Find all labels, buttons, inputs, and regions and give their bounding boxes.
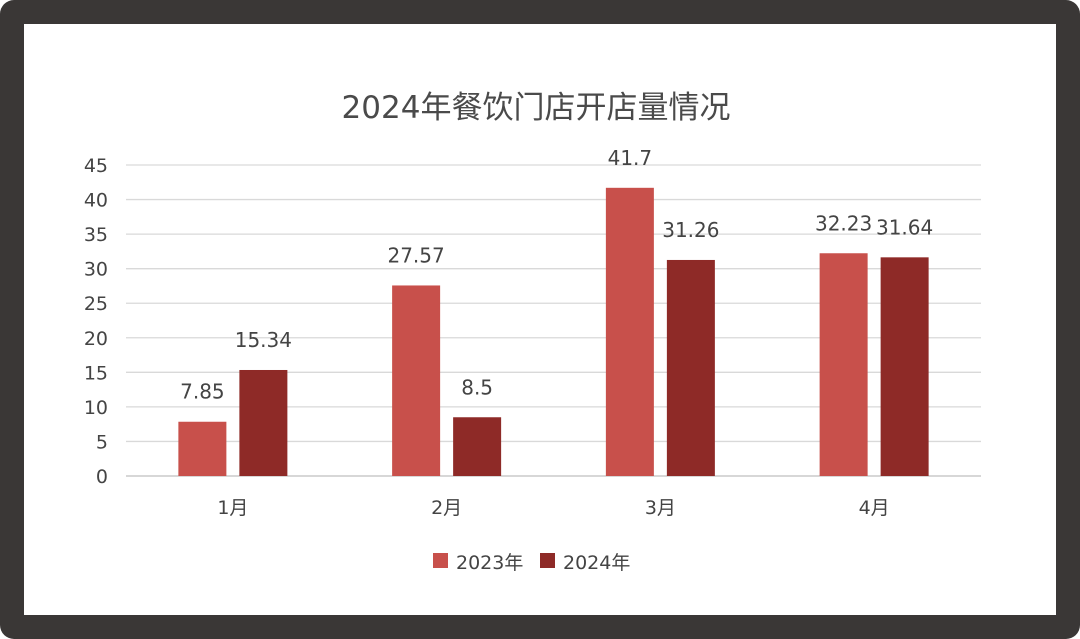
legend-swatch (433, 553, 448, 568)
data-label: 8.5 (461, 375, 493, 399)
bar-2024-2 (453, 417, 502, 476)
y-tick-label: 10 (84, 397, 108, 419)
legend: 2023年 2024年 (433, 552, 630, 574)
data-label: 32.23 (815, 211, 872, 235)
bar-2023-3 (605, 187, 654, 476)
data-label: 31.26 (662, 218, 719, 242)
y-tick-label: 5 (96, 431, 108, 453)
data-label: 15.34 (235, 328, 292, 352)
x-category-label: 2月 (431, 497, 462, 519)
y-tick-label: 25 (84, 293, 108, 315)
x-category-label: 4月 (859, 497, 890, 519)
x-category-label: 3月 (645, 497, 676, 519)
chart-title: 2024年餐饮门店开店量情况 (342, 90, 731, 126)
bar-2023-2 (392, 285, 441, 476)
bars (178, 187, 929, 476)
y-tick-label: 45 (84, 155, 108, 177)
x-axis-categories: 1月 2月 3月 4月 (217, 497, 889, 519)
legend-swatch (540, 553, 555, 568)
y-tick-label: 40 (84, 190, 108, 212)
bar-2024-3 (666, 259, 715, 476)
bar-2023-4 (819, 253, 868, 476)
legend-label: 2024年 (563, 552, 630, 574)
y-tick-label: 35 (84, 224, 108, 246)
data-label: 31.64 (876, 215, 933, 239)
y-tick-label: 30 (84, 259, 108, 281)
y-tick-label: 0 (96, 466, 108, 488)
data-label: 41.7 (608, 146, 653, 170)
bar-2024-1 (239, 369, 288, 476)
data-label: 27.57 (387, 243, 444, 267)
x-category-label: 1月 (217, 497, 248, 519)
data-label: 7.85 (180, 380, 225, 404)
bar-2023-1 (178, 421, 227, 476)
legend-label: 2023年 (456, 552, 523, 574)
y-axis-ticks: 0 5 10 15 20 25 30 35 40 45 (84, 155, 108, 488)
bar-2024-4 (880, 257, 929, 476)
y-tick-label: 15 (84, 362, 108, 384)
y-tick-label: 20 (84, 328, 108, 350)
data-labels: 7.85 15.34 27.57 8.5 41.7 31.26 32.23 31.64 (180, 146, 933, 404)
